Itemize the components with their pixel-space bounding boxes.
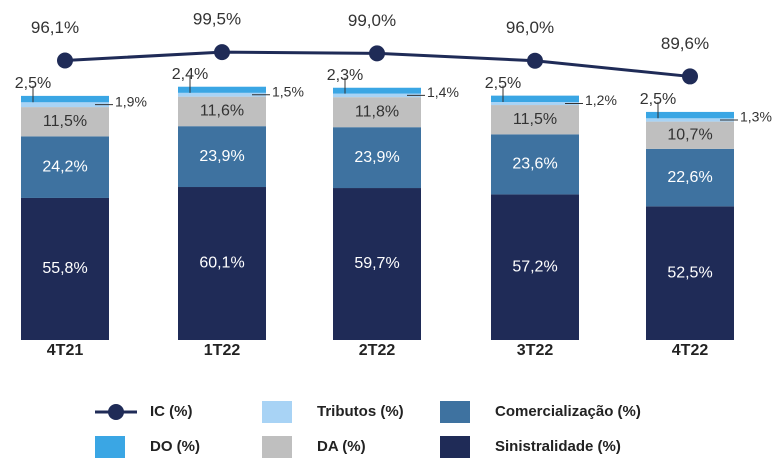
legend-label: IC (%) — [150, 403, 193, 420]
legend-label: Sinistralidade (%) — [495, 438, 621, 455]
legend-label: DO (%) — [150, 438, 200, 455]
legend-swatch — [95, 436, 125, 458]
data-label: 24,2% — [42, 158, 87, 175]
data-label: 60,1% — [199, 255, 244, 272]
x-tick-label: 4T22 — [672, 342, 709, 359]
data-label: 2,5% — [15, 75, 51, 92]
bar-segment — [333, 87, 421, 94]
bar-segment — [646, 118, 734, 122]
data-label: 23,6% — [512, 156, 557, 173]
line-point — [682, 68, 698, 85]
x-tick-label: 4T21 — [47, 342, 84, 359]
legend-label: DA (%) — [317, 438, 366, 455]
legend-swatch — [262, 401, 292, 423]
data-label: 11,5% — [43, 113, 87, 130]
line-point — [527, 52, 543, 69]
bar-segment — [21, 102, 109, 108]
legend-label: Tributos (%) — [317, 403, 404, 420]
data-label: 1,3% — [740, 109, 772, 125]
data-label: 59,7% — [354, 255, 399, 272]
data-label: 57,2% — [512, 258, 557, 275]
data-label: 23,9% — [199, 148, 244, 165]
data-label: 2,4% — [172, 66, 208, 83]
bar-segment — [178, 86, 266, 93]
data-label: 11,8% — [355, 103, 399, 120]
data-label: 1,5% — [272, 83, 304, 99]
data-label: 11,5% — [513, 111, 557, 128]
data-label: 96,1% — [31, 18, 79, 37]
bar-segment — [491, 134, 579, 195]
bar-segment — [178, 92, 266, 97]
bar-segment — [646, 121, 734, 149]
x-tick-label: 3T22 — [517, 342, 554, 359]
x-tick-label: 2T22 — [359, 342, 396, 359]
data-label: 52,5% — [667, 264, 712, 281]
bar-segment — [491, 102, 579, 106]
data-label: 55,8% — [42, 260, 87, 277]
data-label: 1,4% — [427, 84, 459, 100]
bar-segment — [333, 127, 421, 189]
bar-segment — [646, 148, 734, 207]
data-label: 23,9% — [354, 149, 399, 166]
data-label: 96,0% — [506, 18, 554, 37]
bar-segment — [333, 188, 421, 340]
legend-swatch — [440, 436, 470, 458]
bar-segment — [491, 194, 579, 340]
data-label: 99,5% — [193, 10, 241, 29]
legend-swatch — [440, 401, 470, 423]
line-point — [369, 45, 385, 62]
legend-marker — [108, 404, 124, 420]
bar-segment — [178, 187, 266, 340]
bar-segment — [646, 111, 734, 119]
legend-swatch — [262, 436, 292, 458]
bar-segment — [491, 95, 579, 102]
data-label: 1,2% — [585, 92, 617, 108]
data-label: 2,5% — [640, 91, 676, 108]
data-label: 2,5% — [485, 75, 521, 92]
legend-label: Comercialização (%) — [495, 403, 641, 420]
bar-segment — [178, 96, 266, 127]
data-label: 22,6% — [667, 169, 712, 186]
bar-segment — [21, 197, 109, 340]
bar-segment — [491, 105, 579, 135]
line-point — [57, 52, 73, 69]
bar-segment — [21, 95, 109, 103]
bar-segment — [333, 93, 421, 98]
data-label: 89,6% — [661, 34, 709, 53]
data-label: 99,0% — [348, 11, 396, 30]
x-tick-label: 1T22 — [204, 342, 241, 359]
bar-segment — [21, 136, 109, 198]
line-point — [214, 44, 230, 61]
bar-segment — [178, 126, 266, 188]
bar-segment — [21, 107, 109, 137]
bar-segment — [646, 206, 734, 340]
data-label: 2,3% — [327, 67, 363, 84]
bar-segment — [333, 97, 421, 128]
data-label: 11,6% — [200, 103, 244, 120]
data-label: 10,7% — [667, 126, 712, 143]
data-label: 1,9% — [115, 93, 147, 109]
